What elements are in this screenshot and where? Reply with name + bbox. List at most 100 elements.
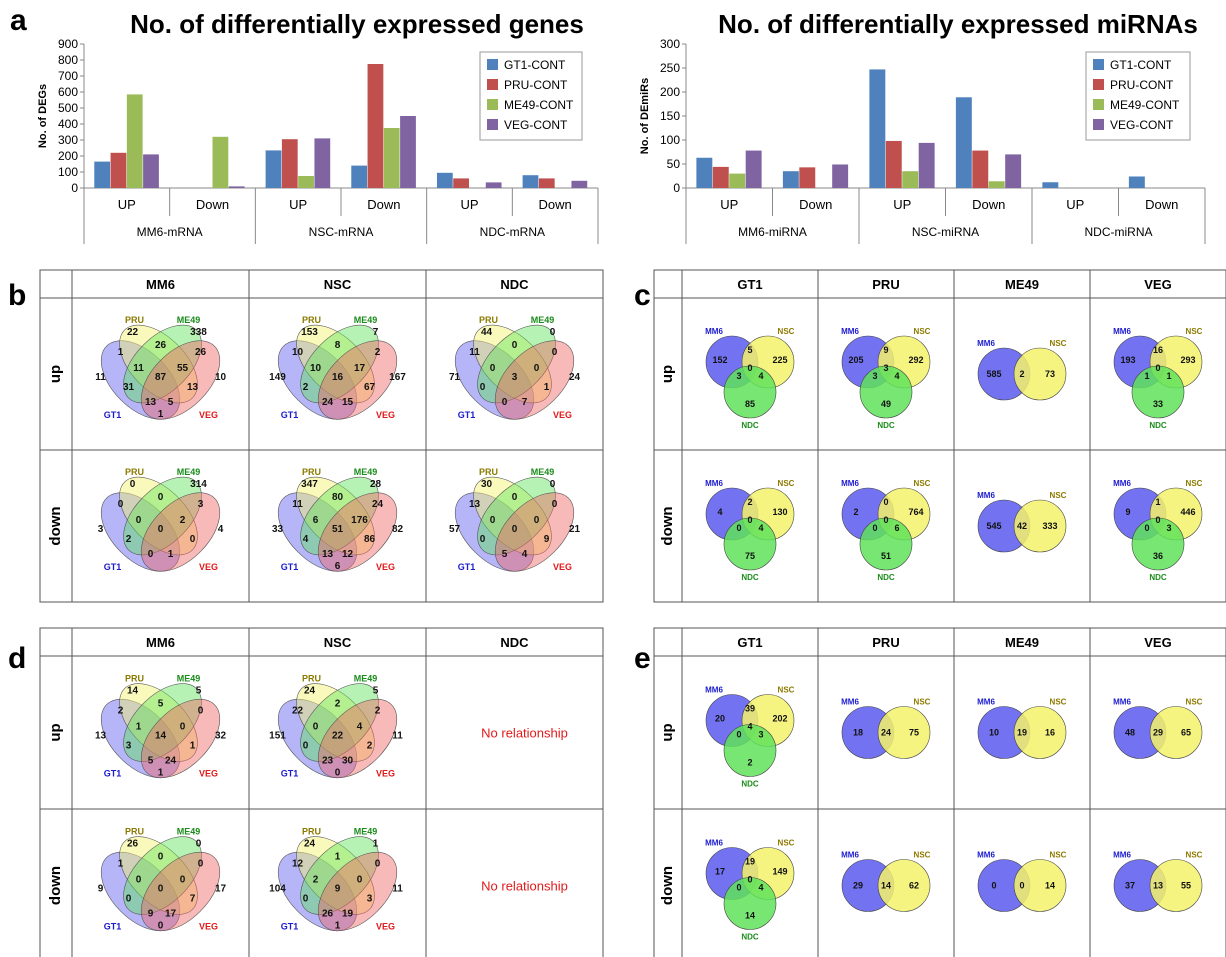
venn-circle-ndc bbox=[723, 365, 777, 419]
venn-circle-nsc bbox=[1013, 706, 1067, 759]
venn-set-label: NSC bbox=[1050, 698, 1067, 707]
y-tick-label: 50 bbox=[667, 157, 681, 171]
venn-ellipse bbox=[317, 698, 398, 779]
row-header: up bbox=[659, 723, 676, 741]
column-header: NSC bbox=[324, 277, 352, 292]
venn-circle-nsc bbox=[1149, 706, 1203, 759]
venn-ellipse bbox=[494, 340, 575, 420]
venn-count: 5 bbox=[747, 345, 752, 355]
legend-swatch bbox=[487, 119, 498, 130]
venn-count: 4 bbox=[758, 371, 763, 381]
venn-count: 48 bbox=[1125, 728, 1135, 738]
bar bbox=[885, 140, 902, 188]
venn-circle-nsc bbox=[877, 859, 931, 912]
venn-count: 0 bbox=[747, 875, 752, 885]
bar bbox=[972, 150, 989, 188]
venn-count: 7 bbox=[373, 327, 379, 338]
venn-count: 152 bbox=[712, 355, 727, 365]
venn-count: 0 bbox=[198, 706, 204, 717]
venn-count: 85 bbox=[745, 399, 755, 409]
venn-count: 5 bbox=[502, 549, 508, 560]
venn-count: 55 bbox=[1181, 881, 1191, 891]
venn-set-label: NSC bbox=[1186, 698, 1203, 707]
venn-count: 33 bbox=[1153, 399, 1163, 409]
venn-count: 0 bbox=[303, 894, 309, 905]
venn-count: 16 bbox=[1045, 728, 1055, 738]
x-tick-label: Down bbox=[196, 197, 229, 212]
venn-ellipse bbox=[473, 324, 552, 404]
venn-circle-ndc bbox=[859, 517, 913, 571]
venn-count: 1 bbox=[335, 852, 341, 863]
venn-set-label: GT1 bbox=[281, 562, 299, 572]
panel-frame bbox=[653, 269, 1226, 603]
bar bbox=[383, 128, 400, 188]
venn-count: 23 bbox=[322, 756, 334, 767]
venn-count: 0 bbox=[991, 881, 996, 891]
venn-count: 73 bbox=[1045, 369, 1055, 379]
venn-set-label: NDC bbox=[1149, 573, 1167, 582]
venn-set-label: NSC bbox=[778, 686, 795, 695]
row-header: up bbox=[659, 365, 676, 383]
venn-count: 71 bbox=[449, 372, 461, 383]
venn-count: 1 bbox=[335, 921, 341, 932]
venn-circle-set: 0 14 0 MM6 NSC bbox=[977, 851, 1067, 912]
venn-count: 5 bbox=[148, 756, 154, 767]
venn-set-label: VEG bbox=[199, 562, 218, 572]
venn-count: 26 bbox=[322, 909, 334, 920]
venn-count: 0 bbox=[512, 492, 518, 503]
venn-set-label: VEG bbox=[199, 410, 218, 420]
venn-set-label: VEG bbox=[553, 562, 572, 572]
venn-circle-set: 545 333 42 MM6 NSC bbox=[977, 491, 1067, 553]
venn-set-label: ME49 bbox=[354, 674, 378, 684]
venn-ellipse bbox=[317, 492, 398, 572]
bar bbox=[265, 150, 282, 188]
panel-letter-c: c bbox=[634, 279, 651, 312]
x-group-label: NSC-miRNA bbox=[912, 225, 979, 239]
row-header: down bbox=[47, 506, 64, 545]
venn-set-label: VEG bbox=[553, 410, 572, 420]
venn-count: 24 bbox=[569, 372, 581, 383]
venn-count: 2 bbox=[335, 699, 341, 710]
bar bbox=[436, 172, 453, 188]
venn-count: 24 bbox=[881, 728, 891, 738]
venn-set-label: MM6 bbox=[1113, 327, 1131, 336]
panel-letter-e: e bbox=[634, 642, 651, 675]
venn-ellipse bbox=[296, 836, 375, 915]
venn-count: 7 bbox=[522, 397, 528, 408]
venn-count: 2 bbox=[313, 875, 319, 886]
venn-count: 4 bbox=[717, 507, 722, 517]
venn-count: 1 bbox=[168, 549, 174, 560]
venn-count: 19 bbox=[342, 909, 354, 920]
venn-set-label: NDC bbox=[877, 573, 895, 582]
venn-count: 0 bbox=[1019, 881, 1024, 891]
venn-count: 1 bbox=[1166, 371, 1171, 381]
venn-count: 30 bbox=[342, 756, 354, 767]
column-header: PRU bbox=[872, 277, 899, 292]
venn-count: 12 bbox=[292, 859, 304, 870]
venn-set-label: NSC bbox=[914, 851, 931, 860]
venn-set-label: MM6 bbox=[705, 686, 723, 695]
venn-count: 2 bbox=[747, 758, 752, 768]
venn-ellipse bbox=[296, 324, 375, 404]
venn-count: 21 bbox=[569, 524, 581, 535]
panel-letter-a: a bbox=[10, 4, 27, 37]
y-tick-label: 250 bbox=[660, 61, 680, 75]
venn-set-label: NDC bbox=[741, 780, 759, 789]
x-tick-label: Down bbox=[1145, 197, 1178, 212]
venn-ellipse bbox=[119, 683, 198, 762]
venn-set-label: PRU bbox=[479, 315, 498, 325]
column-header: GT1 bbox=[737, 635, 762, 650]
y-tick-label: 200 bbox=[58, 149, 78, 163]
venn-ellipse bbox=[300, 324, 379, 404]
venn-set-label: ME49 bbox=[177, 674, 201, 684]
y-axis-label: No. of DEGs bbox=[37, 84, 49, 148]
venn-count: 2 bbox=[1019, 369, 1024, 379]
venn-count: 0 bbox=[747, 515, 752, 525]
legend-swatch bbox=[1093, 99, 1104, 110]
venn-count: 764 bbox=[908, 507, 923, 517]
venn-count: 13 bbox=[1153, 881, 1163, 891]
column-header: ME49 bbox=[1005, 635, 1039, 650]
row-header: up bbox=[47, 723, 64, 741]
venn-ellipse bbox=[494, 492, 575, 572]
